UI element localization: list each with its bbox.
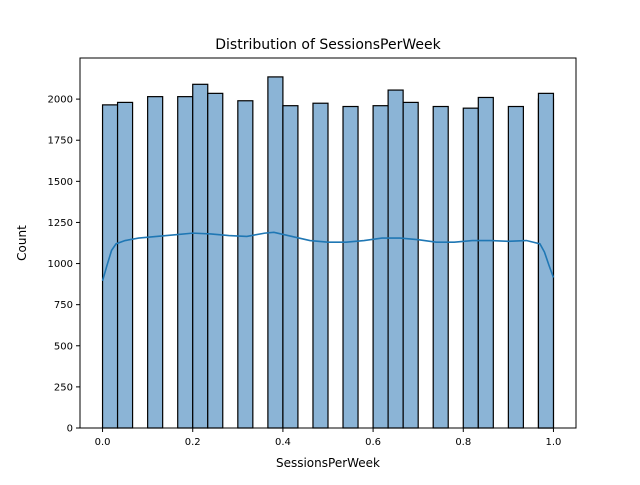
x-axis-ticks: 0.0 0.2 0.4 0.6 0.8 1.0 xyxy=(95,428,562,448)
y-tick-label: 750 xyxy=(54,300,73,311)
x-tick-label: 0.6 xyxy=(365,437,381,448)
histogram-bar-11 xyxy=(372,105,389,429)
histogram-bar-17 xyxy=(507,105,524,429)
histogram-bar-1 xyxy=(116,101,134,429)
y-tick-label: 1250 xyxy=(48,218,73,229)
histogram-bar-0 xyxy=(101,104,119,429)
histogram-bar-16 xyxy=(477,96,494,429)
histogram-bar-19 xyxy=(537,92,555,429)
y-axis-label: Count xyxy=(15,225,29,261)
y-tick-label: 500 xyxy=(54,341,73,352)
x-tick-label: 1.0 xyxy=(546,437,562,448)
y-axis-ticks: 0 250 500 750 1000 1250 1500 1750 2000 xyxy=(48,95,80,435)
histogram-bar-6 xyxy=(237,100,254,429)
histogram-bar-4 xyxy=(192,83,209,429)
histogram-bar-10 xyxy=(342,105,359,429)
y-tick-label: 0 xyxy=(67,424,73,435)
axes-frame xyxy=(79,57,577,429)
y-tick-label: 1500 xyxy=(48,177,73,188)
histogram-bar-12 xyxy=(387,89,404,429)
x-tick-label: 0.8 xyxy=(455,437,471,448)
histogram-bar-8 xyxy=(282,105,299,429)
histogram-bars xyxy=(101,76,555,429)
histogram-bar-14 xyxy=(432,105,449,429)
y-tick-label: 250 xyxy=(54,382,73,393)
histogram-bar-5 xyxy=(207,92,224,429)
histogram-bar-9 xyxy=(312,102,329,429)
x-tick-label: 0.4 xyxy=(275,437,291,448)
y-tick-label: 1000 xyxy=(48,259,73,270)
histogram-bar-7 xyxy=(267,76,284,429)
histogram-bar-2 xyxy=(147,96,164,429)
x-tick-label: 0.2 xyxy=(185,437,201,448)
chart-title: Distribution of SessionsPerWeek xyxy=(215,37,441,53)
kde-curve xyxy=(101,231,555,282)
histogram-bar-3 xyxy=(177,96,194,429)
y-tick-label: 2000 xyxy=(48,95,73,106)
x-axis-label: SessionsPerWeek xyxy=(276,456,380,470)
histogram-bar-13 xyxy=(402,101,419,429)
x-tick-label: 0.0 xyxy=(95,437,111,448)
y-tick-label: 1750 xyxy=(48,136,73,147)
histogram-bar-15 xyxy=(462,107,479,429)
